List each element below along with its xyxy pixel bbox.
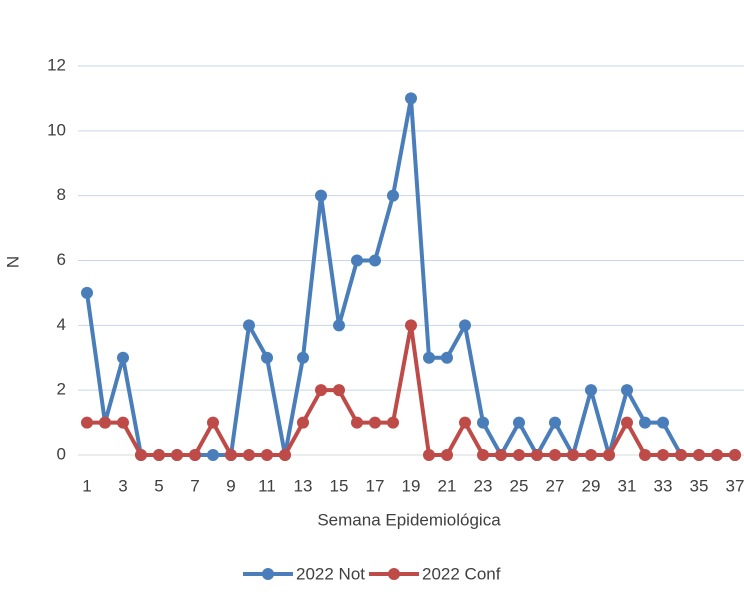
data-point: [243, 449, 255, 461]
data-point: [585, 384, 597, 397]
data-point: [405, 319, 417, 332]
data-point: [369, 254, 381, 267]
data-point: [297, 351, 309, 364]
legend-label: 2022 Not: [296, 564, 365, 583]
data-point: [621, 384, 633, 397]
data-point: [315, 384, 327, 397]
data-point: [729, 449, 741, 461]
y-tick-label: 12: [47, 55, 66, 74]
data-point: [459, 319, 471, 332]
data-point: [207, 416, 219, 429]
y-tick-label: 10: [47, 120, 66, 139]
data-point: [621, 416, 633, 429]
data-point: [117, 416, 129, 429]
data-point: [207, 449, 219, 461]
y-axis-label: N: [3, 256, 22, 268]
data-point: [441, 351, 453, 364]
x-tick-label: 37: [726, 476, 744, 495]
data-point: [333, 384, 345, 397]
data-point: [171, 449, 183, 461]
data-point: [351, 416, 363, 429]
x-tick-label: 13: [294, 476, 313, 495]
data-point: [531, 449, 543, 461]
x-tick-label: 35: [690, 476, 709, 495]
y-tick-label: 6: [57, 250, 66, 269]
data-point: [459, 416, 471, 429]
data-point: [603, 449, 615, 461]
data-point: [477, 416, 489, 429]
legend-label: 2022 Conf: [422, 564, 501, 583]
series-line: [85, 96, 735, 457]
data-point: [369, 416, 381, 429]
data-point: [189, 449, 201, 461]
x-tick-label: 11: [258, 476, 276, 495]
data-point: [639, 449, 651, 461]
x-tick-label: 3: [118, 476, 127, 495]
y-tick-label: 0: [57, 444, 66, 463]
data-point: [657, 416, 669, 429]
data-point: [315, 189, 327, 202]
data-point: [549, 449, 561, 461]
data-point: [693, 449, 705, 461]
x-tick-label: 17: [366, 476, 385, 495]
data-point: [513, 449, 525, 461]
data-point: [261, 449, 273, 461]
data-point: [477, 449, 489, 461]
data-point: [81, 416, 93, 429]
data-point: [405, 92, 417, 105]
x-tick-label: 23: [474, 476, 493, 495]
legend-marker: [262, 568, 274, 580]
x-tick-label: 33: [654, 476, 673, 495]
legend-marker: [388, 568, 400, 580]
data-point: [585, 449, 597, 461]
x-tick-label: 1: [82, 476, 91, 495]
data-point: [423, 449, 435, 461]
data-point: [333, 319, 345, 332]
data-point: [387, 189, 399, 202]
data-point: [243, 319, 255, 332]
x-tick-label: 19: [402, 476, 421, 495]
x-tick-label: 31: [618, 476, 637, 495]
data-point: [81, 286, 93, 299]
data-point: [441, 449, 453, 461]
x-tick-label: 5: [154, 476, 163, 495]
data-point: [117, 351, 129, 364]
data-point: [387, 416, 399, 429]
data-point: [657, 449, 669, 461]
data-point: [567, 449, 579, 461]
x-tick-label: 25: [510, 476, 529, 495]
x-tick-label: 15: [330, 476, 349, 495]
data-point: [297, 416, 309, 429]
y-tick-label: 4: [57, 315, 66, 334]
data-point: [351, 254, 363, 267]
data-point: [99, 416, 111, 429]
data-point: [279, 449, 291, 461]
data-point: [153, 449, 165, 461]
data-point: [549, 416, 561, 429]
data-point: [495, 449, 507, 461]
x-tick-label: 27: [546, 476, 565, 495]
x-tick-label: 21: [438, 476, 457, 495]
data-point: [423, 351, 435, 364]
data-point: [639, 416, 651, 429]
data-point: [711, 449, 723, 461]
x-tick-label: 29: [582, 476, 601, 495]
data-point: [225, 449, 237, 461]
data-point: [261, 351, 273, 364]
y-tick-label: 8: [57, 185, 66, 204]
data-point: [675, 449, 687, 461]
x-axis-label: Semana Epidemiológica: [317, 510, 501, 529]
y-tick-label: 2: [57, 380, 66, 399]
x-tick-label: 7: [190, 476, 199, 495]
data-point: [135, 449, 147, 461]
x-tick-label: 9: [226, 476, 235, 495]
data-point: [513, 416, 525, 429]
